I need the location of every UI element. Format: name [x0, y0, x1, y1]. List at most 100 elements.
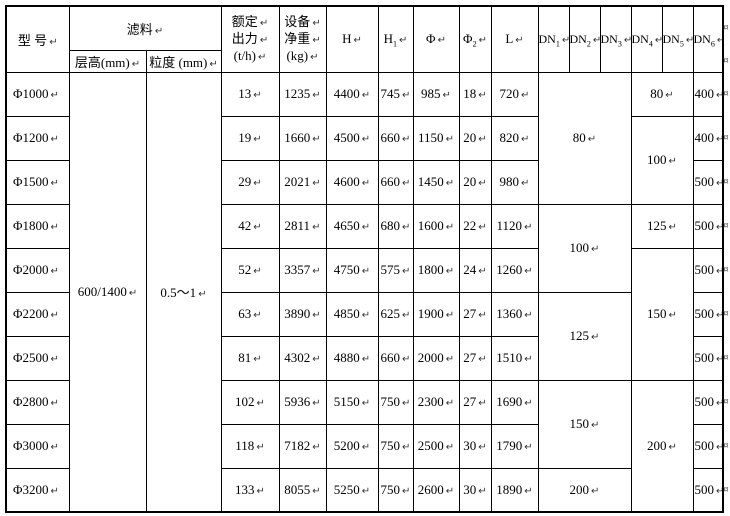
paragraph-mark: ↵	[665, 90, 674, 101]
cell-value: 500	[694, 262, 715, 277]
header-l: L ↵	[490, 5, 539, 73]
paragraph-mark: ↵	[668, 156, 677, 167]
cell-l: 1360 ↵	[490, 291, 539, 337]
paragraph-mark: ↵	[402, 442, 411, 453]
paragraph-mark: ↵	[312, 354, 321, 365]
header-filter-media: 滤料 ↵	[68, 5, 222, 51]
header-subscript: 2	[472, 39, 477, 49]
paragraph-mark: ↵	[310, 51, 319, 63]
cell-h1: 680 ↵	[377, 203, 414, 249]
cell-value: 102	[235, 394, 255, 409]
cell-dn6: 500↵	[692, 335, 724, 381]
header-subscript: 2	[586, 39, 591, 49]
header-label: 设备	[284, 13, 311, 29]
cell-h: 5250 ↵	[325, 467, 379, 513]
cell-model: Φ1800 ↵	[5, 203, 70, 249]
cell-value: Φ1800	[13, 218, 49, 233]
cell-phi2: 24 ↵	[458, 247, 492, 293]
header-rated-output: 额定 ↵ 出力 ↵ (t/h) ↵	[220, 5, 280, 73]
cell-value: Φ2800	[13, 394, 49, 409]
cell-dn6: 400↵	[692, 71, 724, 117]
paragraph-mark: ↵	[361, 354, 371, 365]
paragraph-mark: ↵	[50, 90, 59, 101]
cell-value: 20	[463, 130, 477, 145]
paragraph-mark: ↵	[524, 266, 533, 277]
cell-particle-size: 0.5～1 ↵	[145, 71, 222, 513]
cell-value: 18	[463, 86, 477, 101]
cell-value: 20	[463, 174, 477, 189]
cell-value: 750	[380, 481, 401, 497]
cell-output: 81 ↵	[220, 335, 280, 381]
cell-value: 4500	[333, 130, 360, 145]
paragraph-mark: ↵	[587, 134, 597, 145]
header-label: H	[342, 31, 352, 47]
header-label: DN	[631, 31, 649, 46]
paragraph-mark: ↵	[591, 244, 600, 255]
cell-value: 500	[694, 174, 715, 189]
cell-value: 200	[647, 437, 667, 453]
paragraph-mark: ↵	[593, 35, 599, 46]
header-dn2: DN2↵	[568, 5, 601, 73]
header-subscript: 5	[679, 39, 684, 49]
paragraph-mark: ↵	[312, 134, 321, 145]
paragraph-mark: ↵	[312, 90, 321, 101]
cell-model: Φ1000 ↵	[5, 71, 70, 117]
cell-output: 42 ↵	[220, 203, 280, 249]
paragraph-mark: ↵	[478, 90, 487, 101]
cell-h1: 750 ↵	[377, 423, 414, 469]
paragraph-mark: ↵	[361, 310, 371, 321]
cell-h: 4500 ↵	[325, 115, 379, 161]
paragraph-mark: ↵	[445, 310, 455, 321]
cell-phi2: 20 ↵	[458, 159, 492, 205]
row-end-mark: ¤	[723, 309, 729, 319]
header-dn1: DN1↵	[537, 5, 570, 73]
header-subscript: 3	[617, 39, 622, 49]
cell-l: 1510 ↵	[490, 335, 539, 381]
cell-value: 4750	[333, 262, 360, 277]
cell-value: 750	[380, 394, 401, 409]
cell-h: 5200 ↵	[325, 423, 379, 469]
cell-value: 2021	[284, 174, 311, 189]
cell-value: 1600	[417, 218, 444, 233]
row-end-mark: ¤	[723, 265, 729, 275]
cell-value: Φ1200	[13, 130, 49, 145]
cell-l: 720 ↵	[490, 71, 539, 117]
paragraph-mark: ↵	[478, 442, 487, 453]
cell-value: 4400	[333, 86, 360, 101]
cell-dn6: 500↵	[692, 291, 724, 337]
cell-value: 30	[463, 438, 477, 453]
row-end-mark: ¤	[723, 56, 729, 66]
paragraph-mark: ↵	[256, 398, 265, 409]
cell-h: 4650 ↵	[325, 203, 379, 249]
paragraph-mark: ↵	[478, 398, 487, 409]
cell-value: 2000	[417, 350, 444, 365]
header-dn6: DN6↵	[692, 5, 724, 73]
header-subscript: 1	[393, 39, 397, 49]
paragraph-mark: ↵	[402, 90, 411, 101]
paragraph-mark: ↵	[716, 266, 722, 277]
paragraph-mark: ↵	[655, 35, 661, 46]
header-label: DN	[600, 31, 618, 46]
cell-model: Φ2200 ↵	[5, 291, 70, 337]
cell-dn45: 200 ↵	[630, 379, 694, 513]
row-end-mark: ¤	[723, 89, 729, 99]
cell-value: 125	[647, 218, 667, 233]
cell-value: 4850	[333, 306, 360, 321]
paragraph-mark: ↵	[445, 222, 455, 233]
cell-dn6: 400↵	[692, 115, 724, 161]
cell-weight: 3890 ↵	[278, 291, 327, 337]
cell-value: 820	[499, 130, 520, 145]
paragraph-mark: ↵	[716, 134, 722, 145]
header-label: L	[505, 31, 514, 47]
paragraph-mark: ↵	[253, 178, 262, 189]
cell-value: 1510	[496, 350, 523, 365]
paragraph-mark: ↵	[256, 485, 265, 497]
paragraph-mark: ↵	[361, 222, 371, 233]
cell-model: Φ2500 ↵	[5, 335, 70, 381]
paragraph-mark: ↵	[256, 442, 265, 453]
cell-value: 1235	[284, 86, 311, 101]
paragraph-mark: ↵	[445, 354, 455, 365]
cell-value: 125	[569, 328, 590, 343]
cell-phi: 1800 ↵	[412, 247, 460, 293]
cell-value: 500	[694, 350, 715, 365]
